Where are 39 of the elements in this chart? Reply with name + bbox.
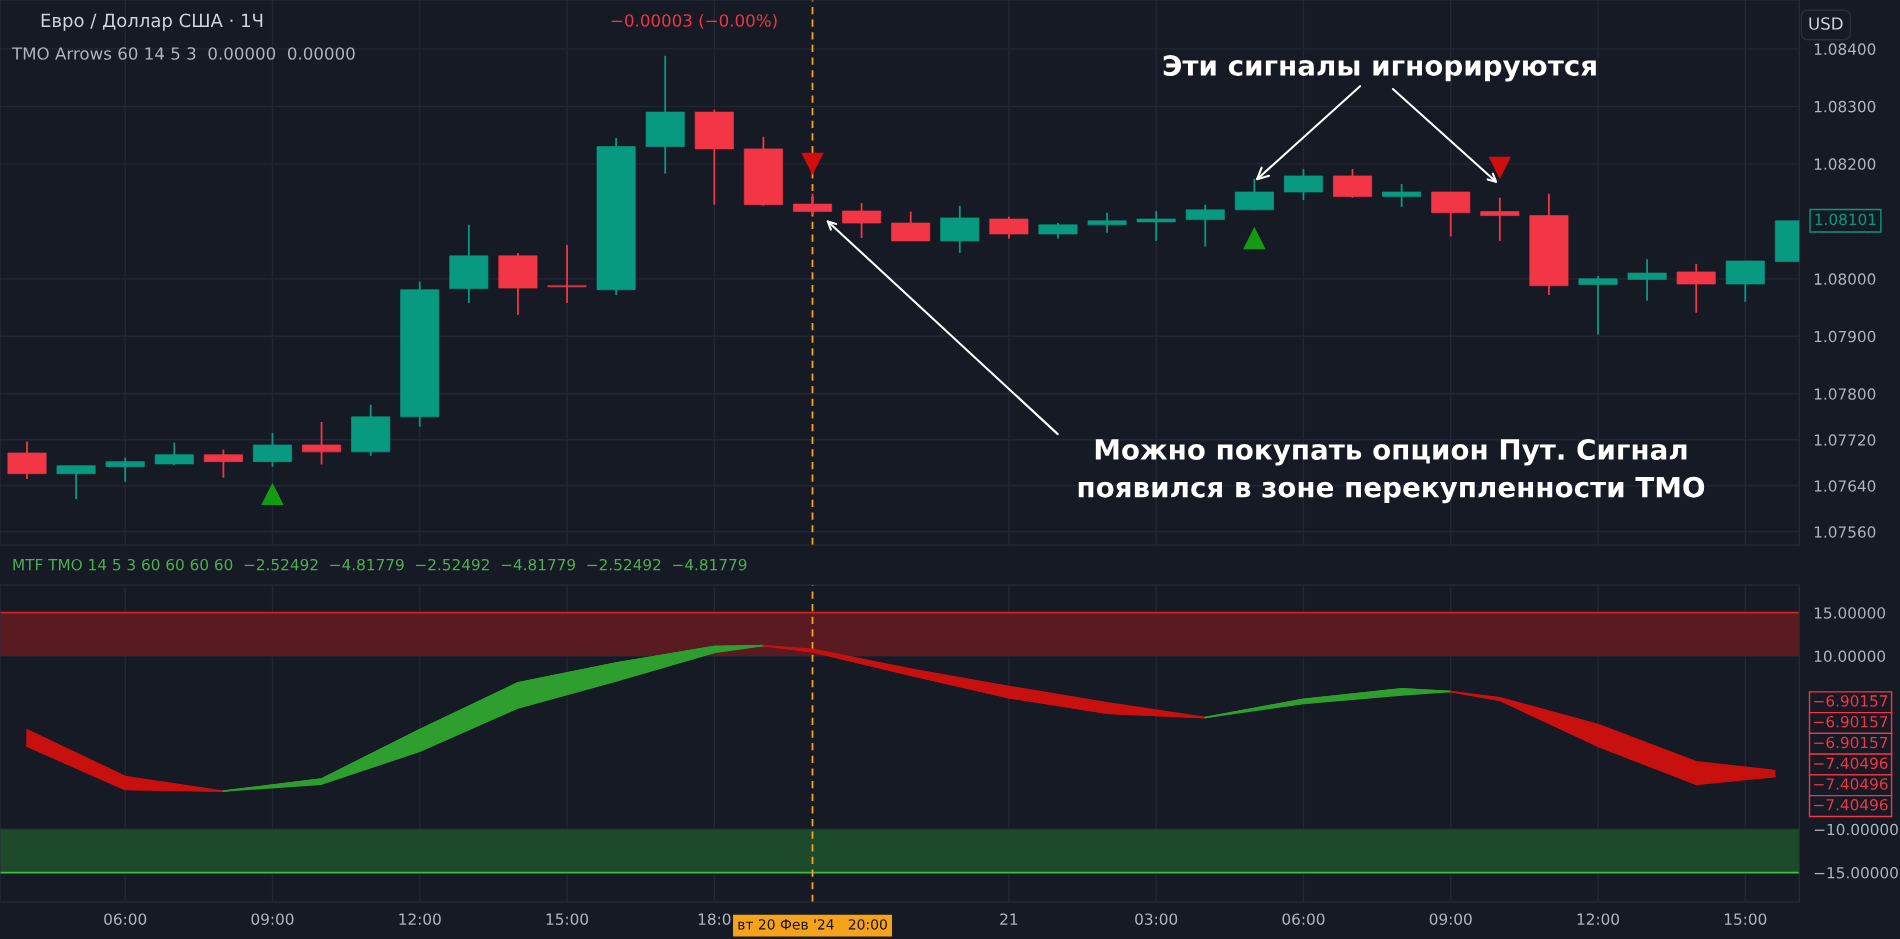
text: USD [1809, 17, 1843, 30]
x-tick-label: 21 [1000, 913, 1018, 925]
text: MTF TMO 14 5 3 60 60 60 60 −2.52492 −4.81779 −2.52492 −4.81779 −2.52492 −4.81779 [13, 558, 747, 571]
text: −7.40496 [1814, 778, 1888, 790]
annotation: 1.08101 [1815, 213, 1876, 226]
text: −7.40496 [1814, 757, 1888, 770]
y-tick-label: −10.00000 [1814, 823, 1898, 836]
annotation: Эти сигналы игнорируются [1163, 54, 1596, 82]
x-tick-label: 03:00 [1135, 913, 1178, 925]
x-tick-label: 06:00 [1282, 913, 1325, 925]
x-tick-label: 12:00 [399, 913, 441, 925]
text: −6.90157 [1814, 695, 1888, 707]
y-tick-label: 1.08400 [1814, 43, 1876, 55]
y-tick-label: 1.07640 [1814, 480, 1876, 492]
ref-line-label: вт 20 Фев '24 20:00 [738, 919, 887, 930]
y-tick-label: 1.07800 [1814, 388, 1876, 400]
annotation: TMO Arrows 60 14 5 3 0.00000 0.00000 [11, 47, 355, 60]
annotation: Можно покупать опцион Пут. Сигнал появился в зоне перекупленности TMO [1078, 439, 1705, 504]
y-tick-label: 15.00000 [1814, 607, 1886, 619]
y-tick-label: 1.08300 [1814, 100, 1876, 113]
text: −6.90157 [1814, 715, 1888, 728]
x-tick-label: 18:0 [698, 913, 731, 925]
y-tick-label: 1.08000 [1814, 273, 1876, 285]
y-tick-label: 1.07560 [1814, 526, 1876, 538]
x-tick-label: 09:00 [251, 913, 294, 925]
y-tick-label: 1.07900 [1814, 330, 1876, 343]
x-tick-label: 15:00 [1724, 913, 1767, 925]
y-tick-label: 1.08200 [1814, 158, 1876, 170]
annotation: −0.00003 (−0.00%) [611, 13, 777, 29]
y-tick-label: 10.00000 [1814, 650, 1886, 663]
x-tick-label: 06:00 [104, 913, 147, 925]
y-tick-label: 1.07720 [1814, 434, 1876, 446]
text: −6.90157 [1814, 736, 1888, 749]
text: −7.40496 [1814, 798, 1888, 811]
text: Евро / Доллар США · 1Ч [41, 13, 263, 31]
x-tick-label: 09:00 [1429, 913, 1472, 925]
x-tick-label: 12:00 [1577, 913, 1620, 925]
y-tick-label: −15.00000 [1814, 867, 1898, 879]
x-tick-label: 15:00 [546, 913, 589, 925]
